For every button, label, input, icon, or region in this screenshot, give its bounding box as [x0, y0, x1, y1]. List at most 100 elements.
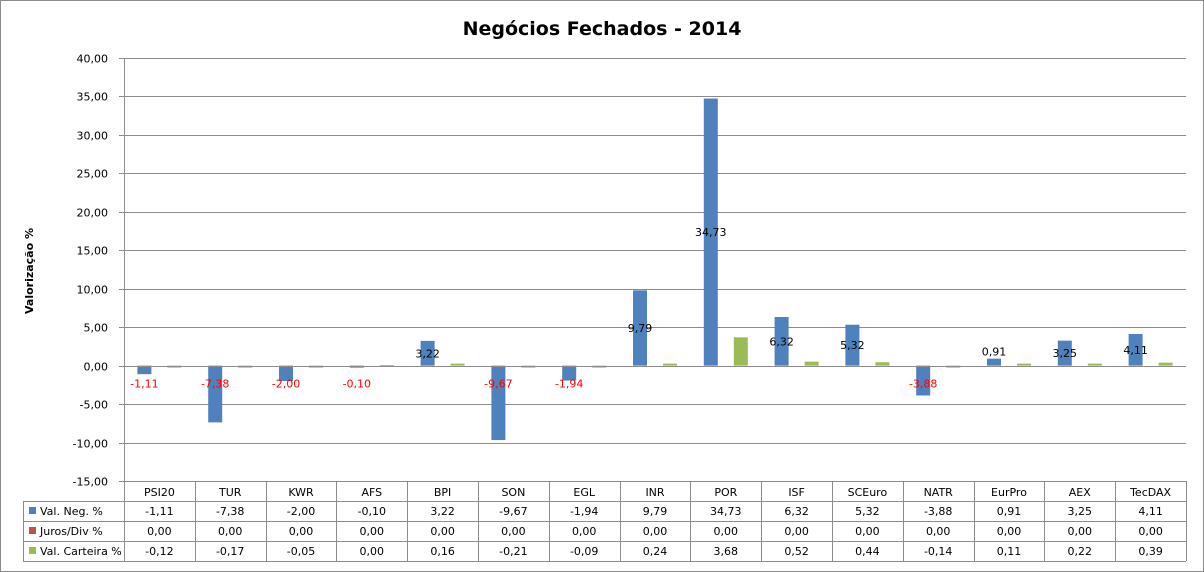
category-label: NATR	[924, 486, 954, 499]
y-axis-ticks: 40,00 35,00 30,00 25,00 20,00 15,00 10,00 5,00 0…	[73, 53, 108, 489]
bar-val-neg-eurpro	[987, 358, 1001, 366]
y-tick-label: 5,00	[84, 322, 109, 335]
table-cell: 0,00	[714, 525, 739, 538]
category-label: EGL	[573, 486, 595, 499]
table-cell: 0,16	[430, 545, 455, 558]
bar-val-carteira-tecdax	[1158, 362, 1173, 366]
axes	[124, 58, 1186, 481]
table-cell: 0,00	[784, 525, 809, 538]
chart-title: Negócios Fechados - 2014	[463, 18, 742, 40]
table-cell: -0,09	[570, 545, 598, 558]
table-cell: 0,11	[997, 545, 1022, 558]
bar-val-neg-natr	[916, 365, 931, 396]
bar-val-carteira-isf	[804, 361, 819, 366]
table-cell: 0,00	[289, 525, 314, 538]
category-label: AFS	[361, 486, 382, 499]
table-cell: 0,00	[360, 525, 385, 538]
bar-val-neg-aex	[1057, 340, 1072, 366]
table-cell: 0,00	[147, 525, 172, 538]
data-label: 4,11	[1123, 344, 1148, 357]
category-label: SON	[501, 486, 525, 499]
table-cell: -0,17	[216, 545, 244, 558]
table-cell: 0,00	[572, 525, 597, 538]
legend-swatch	[29, 547, 36, 554]
bar-val-neg-son	[491, 365, 506, 441]
table-cell: 0,00	[360, 545, 385, 558]
table-cell: -1,94	[570, 505, 598, 518]
bar-val-neg-tur	[208, 365, 223, 423]
bar-val-neg-tecdax	[1128, 334, 1143, 366]
category-label: AEX	[1069, 486, 1091, 499]
data-label: 9,79	[628, 322, 653, 335]
bar-val-carteira-eurpro	[1017, 363, 1031, 366]
bar-val-carteira-inr	[663, 363, 677, 366]
y-tick-label: 40,00	[77, 53, 109, 66]
table-cell: 0,24	[643, 545, 668, 558]
data-label: 5,32	[840, 339, 865, 352]
data-label: 6,32	[769, 335, 794, 348]
y-tick-label: 0,00	[84, 361, 109, 374]
table-cell: 0,00	[643, 525, 668, 538]
table-cell: -0,12	[145, 545, 173, 558]
data-label: -7,38	[201, 378, 229, 391]
data-label: 0,91	[982, 346, 1007, 359]
category-label: SCEuro	[848, 486, 888, 499]
table-cell: 0,39	[1138, 545, 1163, 558]
data-labels: -1,11 -7,38 -2,00 -0,10 3,22 -9,67 -1,94 9,79 34…	[130, 226, 1148, 391]
legend-entry: Juros/Div %	[39, 525, 103, 538]
table-cell: 0,52	[784, 545, 809, 558]
table-cell: -3,88	[924, 505, 952, 518]
table-cell: -2,00	[287, 505, 315, 518]
table-cell: 0,00	[501, 525, 526, 538]
bar-val-carteira-por	[733, 337, 748, 366]
y-tick-label: -5,00	[80, 399, 108, 412]
data-label: 3,25	[1053, 347, 1078, 360]
bar-val-carteira-bpi	[450, 363, 465, 366]
gridlines	[119, 58, 1186, 482]
data-label: -3,88	[909, 378, 937, 391]
table-cell: -7,38	[216, 505, 244, 518]
category-label: EurPro	[991, 486, 1027, 499]
y-tick-label: 15,00	[77, 245, 109, 258]
table-cell: 9,79	[643, 505, 668, 518]
bars	[137, 98, 1173, 441]
table-cell: 0,00	[218, 525, 243, 538]
category-label: TecDAX	[1129, 486, 1171, 499]
table-cell: 6,32	[784, 505, 809, 518]
data-table: PSI20 TUR KWR AFS BPI SON EGL INR POR ISF SCEuro NA…	[23, 481, 1187, 562]
table-cell: -0,14	[924, 545, 952, 558]
category-label: POR	[714, 486, 737, 499]
y-axis-label: Valorização %	[23, 228, 36, 314]
bar-val-carteira-aex	[1087, 363, 1102, 366]
bar-val-neg-bpi	[420, 340, 435, 366]
category-label: INR	[645, 486, 664, 499]
data-label: -0,10	[343, 378, 371, 391]
y-tick-label: -10,00	[73, 438, 108, 451]
table-cell: -0,10	[358, 505, 386, 518]
table-cell: 0,22	[1068, 545, 1093, 558]
bar-val-neg-egl	[562, 365, 577, 381]
y-tick-label: 20,00	[77, 207, 109, 220]
table-cell: -1,11	[145, 505, 173, 518]
data-label: -2,00	[272, 378, 300, 391]
table-cell: 0,00	[855, 525, 880, 538]
data-label: -9,67	[484, 378, 512, 391]
y-tick-label: -15,00	[73, 476, 108, 489]
bar-val-neg-por	[703, 98, 718, 366]
data-label: 34,73	[695, 226, 727, 239]
table-cell: 3,25	[1068, 505, 1093, 518]
y-tick-label: 10,00	[77, 284, 109, 297]
legend-entry: Val. Neg. %	[40, 505, 103, 518]
bar-val-neg-kwr	[279, 365, 293, 382]
table-cell: 4,11	[1138, 505, 1163, 518]
bar-val-neg-isf	[774, 317, 789, 366]
bar-val-carteira-sceuro	[875, 362, 890, 366]
data-label: 3,22	[415, 347, 440, 360]
legend-swatch	[29, 507, 36, 514]
y-tick-label: 30,00	[77, 130, 109, 143]
category-label: TUR	[218, 486, 242, 499]
y-tick-label: 25,00	[77, 168, 109, 181]
bar-val-neg-psi20	[137, 365, 152, 375]
